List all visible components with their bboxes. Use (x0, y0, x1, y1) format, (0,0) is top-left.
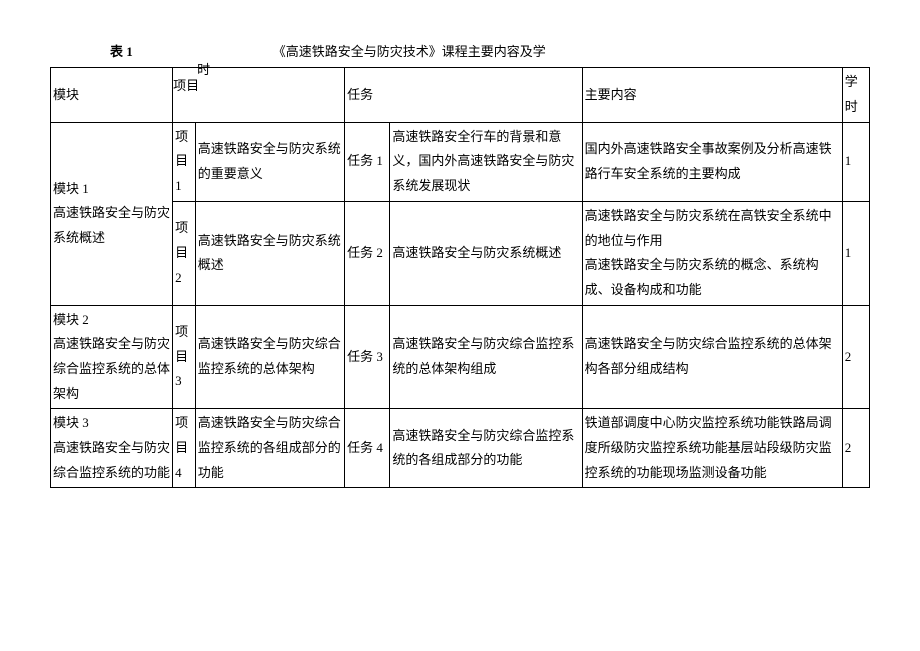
project-title-cell: 高速铁路安全与防灾系统的重要意义 (195, 122, 344, 201)
content-cell: 高速铁路安全与防灾系统在高铁安全系统中的地位与作用高速铁路安全与防灾系统的概念、… (582, 201, 842, 305)
task-cell: 任务 2 (345, 201, 390, 305)
project-title-cell: 高速铁路安全与防灾综合监控系统的总体架构 (195, 305, 344, 409)
project-cell: 项目2 (173, 201, 196, 305)
project-cell: 项目1 (173, 122, 196, 201)
header-row: 模块 时 项目 任务 主要内容 学时 (51, 68, 870, 122)
table-row: 模块 2高速铁路安全与防灾综合监控系统的总体架构 项目3 高速铁路安全与防灾综合… (51, 305, 870, 409)
hours-cell: 2 (842, 305, 869, 409)
header-project: 时 项目 (173, 68, 345, 122)
header-main-content: 主要内容 (582, 68, 842, 122)
table-number: 表 1 (110, 40, 133, 63)
task-desc-cell: 高速铁路安全行车的背景和意义，国内外高速铁路安全与防灾系统发展现状 (390, 122, 582, 201)
module-cell: 模块 1高速铁路安全与防灾系统概述 (51, 122, 173, 305)
content-cell: 高速铁路安全与防灾综合监控系统的总体架构各部分组成结构 (582, 305, 842, 409)
table-row: 项目2 高速铁路安全与防灾系统概述 任务 2 高速铁路安全与防灾系统概述 高速铁… (51, 201, 870, 305)
module-cell: 模块 2高速铁路安全与防灾综合监控系统的总体架构 (51, 305, 173, 409)
task-cell: 任务 1 (345, 122, 390, 201)
task-desc-cell: 高速铁路安全与防灾综合监控系统的总体架构组成 (390, 305, 582, 409)
header-project-label: 项目 (173, 74, 199, 99)
task-cell: 任务 3 (345, 305, 390, 409)
hours-cell: 1 (842, 201, 869, 305)
hours-cell: 1 (842, 122, 869, 201)
project-cell: 项目3 (173, 305, 196, 409)
curriculum-table: 模块 时 项目 任务 主要内容 学时 模块 1高速铁路安全与防灾系统概述 项目1… (50, 67, 870, 488)
header-task: 任务 (345, 68, 583, 122)
table-title-row: 表 1 《高速铁路安全与防灾技术》课程主要内容及学 (50, 40, 870, 63)
task-desc-cell: 高速铁路安全与防灾系统概述 (390, 201, 582, 305)
table-row: 模块 1高速铁路安全与防灾系统概述 项目1 高速铁路安全与防灾系统的重要意义 任… (51, 122, 870, 201)
project-title-cell: 高速铁路安全与防灾系统概述 (195, 201, 344, 305)
module-cell: 模块 3高速铁路安全与防灾综合监控系统的功能 (51, 409, 173, 488)
header-hours: 学时 (842, 68, 869, 122)
header-module: 模块 (51, 68, 173, 122)
hours-cell: 2 (842, 409, 869, 488)
content-cell: 国内外高速铁路安全事故案例及分析高速铁路行车安全系统的主要构成 (582, 122, 842, 201)
table-row: 模块 3高速铁路安全与防灾综合监控系统的功能 项目4 高速铁路安全与防灾综合监控… (51, 409, 870, 488)
project-title-cell: 高速铁路安全与防灾综合监控系统的各组成部分的功能 (195, 409, 344, 488)
task-cell: 任务 4 (345, 409, 390, 488)
content-cell: 铁道部调度中心防灾监控系统功能铁路局调度所级防灾监控系统功能基层站段级防灾监控系… (582, 409, 842, 488)
table-title: 《高速铁路安全与防灾技术》课程主要内容及学 (273, 40, 546, 63)
task-desc-cell: 高速铁路安全与防灾综合监控系统的各组成部分的功能 (390, 409, 582, 488)
project-cell: 项目4 (173, 409, 196, 488)
